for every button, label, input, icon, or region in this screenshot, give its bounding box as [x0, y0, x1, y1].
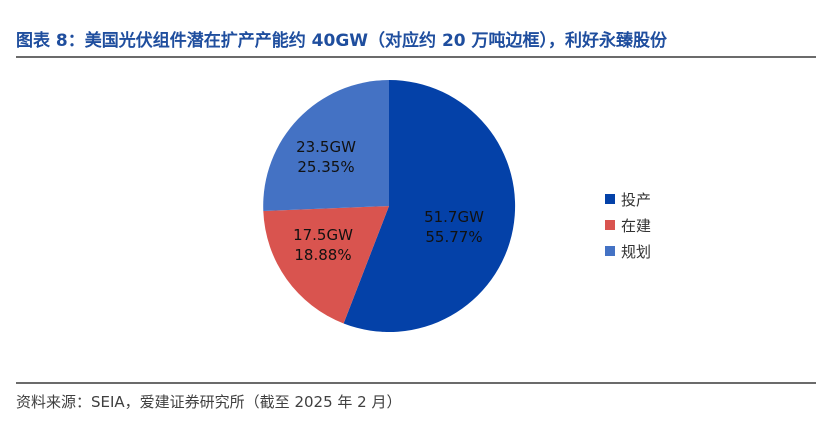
- chart-legend: 投产 在建 规划: [605, 186, 651, 264]
- legend-swatch-icon: [605, 220, 615, 230]
- chart-title: 图表 8：美国光伏组件潜在扩产产能约 40GW（对应约 20 万吨边框），利好永…: [16, 31, 668, 51]
- legend-label: 在建: [621, 216, 652, 235]
- slice-in-production: [343, 79, 516, 332]
- label-under-construction-value: 17.5GW: [293, 226, 353, 244]
- legend-item-planned: 规划: [605, 238, 651, 264]
- legend-item-under-construction: 在建: [605, 212, 651, 238]
- legend-label: 规划: [621, 242, 652, 261]
- label-planned-pct: 25.35%: [297, 158, 354, 176]
- label-planned-value: 23.5GW: [296, 138, 356, 156]
- title-divider: [16, 56, 816, 58]
- legend-label: 投产: [621, 190, 652, 209]
- source-note: 资料来源：SEIA，爱建证券研究所（截至 2025 年 2 月）: [16, 393, 402, 411]
- legend-item-in-production: 投产: [605, 186, 651, 212]
- legend-swatch-icon: [605, 194, 615, 204]
- label-under-construction-pct: 18.88%: [294, 246, 351, 264]
- pie-chart: 51.7GW 55.77% 17.5GW 18.88% 23.5GW 25.35…: [0, 60, 833, 380]
- legend-swatch-icon: [605, 246, 615, 256]
- slice-planned: [263, 80, 389, 211]
- label-in-production-pct: 55.77%: [425, 228, 482, 246]
- source-divider: [16, 382, 816, 384]
- pie-svg: 51.7GW 55.77% 17.5GW 18.88% 23.5GW 25.35…: [263, 79, 516, 332]
- label-in-production-value: 51.7GW: [424, 208, 484, 226]
- slice-under-construction: [263, 206, 389, 324]
